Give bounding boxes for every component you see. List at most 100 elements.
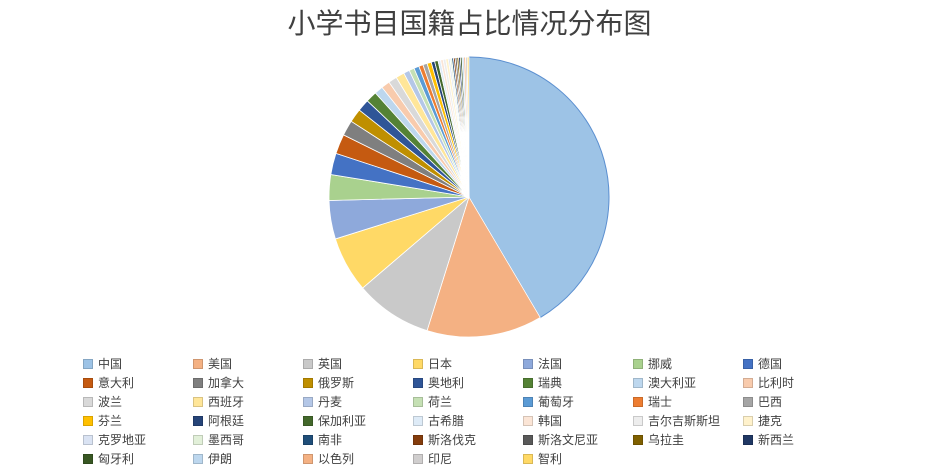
legend-swatch [633,377,643,388]
legend-swatch [193,377,203,388]
legend-swatch [743,358,753,369]
legend-swatch [193,415,203,426]
legend-label: 巴西 [758,395,783,409]
legend-item: 印尼 [413,449,523,468]
legend-item: 挪威 [633,354,743,373]
legend-item: 斯洛文尼亚 [523,430,633,449]
legend-label: 丹麦 [318,395,343,409]
legend-label: 韩国 [538,414,563,428]
legend-item: 日本 [413,354,523,373]
legend-swatch [193,453,203,464]
legend-swatch [413,396,423,407]
legend-label: 保加利亚 [318,414,367,428]
legend-swatch [523,415,533,426]
legend-label: 芬兰 [98,414,123,428]
legend-swatch [523,396,533,407]
legend-item: 古希腊 [413,411,523,430]
legend-label: 以色列 [318,452,355,466]
legend-item: 瑞典 [523,373,633,392]
legend-item: 匈牙利 [83,449,193,468]
legend-label: 古希腊 [428,414,465,428]
legend-item: 墨西哥 [193,430,303,449]
legend-item: 比利时 [743,373,853,392]
legend-swatch [633,415,643,426]
legend-swatch [633,358,643,369]
legend-item: 葡萄牙 [523,392,633,411]
legend-label: 澳大利亚 [648,376,697,390]
legend-item: 英国 [303,354,413,373]
legend-label: 斯洛文尼亚 [538,433,599,447]
legend-label: 加拿大 [208,376,245,390]
legend-swatch [743,415,753,426]
legend-swatch [303,434,313,445]
legend-label: 墨西哥 [208,433,245,447]
legend-swatch [523,434,533,445]
legend-item: 乌拉圭 [633,430,743,449]
legend-swatch [83,396,93,407]
pie-slices [328,56,610,338]
legend-item: 瑞士 [633,392,743,411]
legend-item: 巴西 [743,392,853,411]
legend-swatch [413,453,423,464]
legend-item: 荷兰 [413,392,523,411]
legend-item: 智利 [523,449,633,468]
legend-item: 澳大利亚 [633,373,743,392]
legend-item: 阿根廷 [193,411,303,430]
legend-item: 意大利 [83,373,193,392]
legend-swatch [83,453,93,464]
pie-chart [328,56,610,338]
legend-label: 法国 [538,357,563,371]
legend-label: 波兰 [98,395,123,409]
legend-item: 加拿大 [193,373,303,392]
legend-label: 意大利 [98,376,135,390]
legend-label: 斯洛伐克 [428,433,477,447]
legend-label: 中国 [98,357,123,371]
legend-swatch [83,358,93,369]
legend-label: 美国 [208,357,233,371]
legend-swatch [83,377,93,388]
legend-item: 克罗地亚 [83,430,193,449]
legend-swatch [83,415,93,426]
legend-item: 法国 [523,354,633,373]
legend-item: 俄罗斯 [303,373,413,392]
legend-item: 波兰 [83,392,193,411]
legend-label: 挪威 [648,357,673,371]
pie-slice-美国 [426,196,541,338]
legend-swatch [303,396,313,407]
legend-label: 乌拉圭 [648,433,685,447]
legend-label: 奥地利 [428,376,465,390]
pie-slice-智利 [466,56,470,198]
legend-label: 阿根廷 [208,414,245,428]
legend-swatch [83,434,93,445]
legend-item: 奥地利 [413,373,523,392]
legend-item: 以色列 [303,449,413,468]
legend-item: 美国 [193,354,303,373]
legend-label: 伊朗 [208,452,233,466]
legend-label: 吉尔吉斯斯坦 [648,414,721,428]
legend-label: 智利 [538,452,563,466]
legend-item: 丹麦 [303,392,413,411]
legend-item: 新西兰 [743,430,853,449]
legend-label: 南非 [318,433,343,447]
legend-swatch [413,415,423,426]
legend-label: 克罗地亚 [98,433,147,447]
legend-label: 捷克 [758,414,783,428]
legend-item: 保加利亚 [303,411,413,430]
legend-swatch [633,434,643,445]
legend-label: 匈牙利 [98,452,135,466]
chart-title: 小学书目国籍占比情况分布图 [287,7,652,40]
legend-item: 捷克 [743,411,853,430]
legend-swatch [193,434,203,445]
legend-item: 德国 [743,354,853,373]
legend-swatch [523,377,533,388]
legend-label: 葡萄牙 [538,395,575,409]
legend-swatch [743,377,753,388]
legend-swatch [743,434,753,445]
legend-swatch [303,358,313,369]
legend-swatch [303,415,313,426]
legend-label: 日本 [428,357,453,371]
legend-swatch [413,358,423,369]
legend-swatch [303,377,313,388]
legend-item: 西班牙 [193,392,303,411]
legend-item: 中国 [83,354,193,373]
